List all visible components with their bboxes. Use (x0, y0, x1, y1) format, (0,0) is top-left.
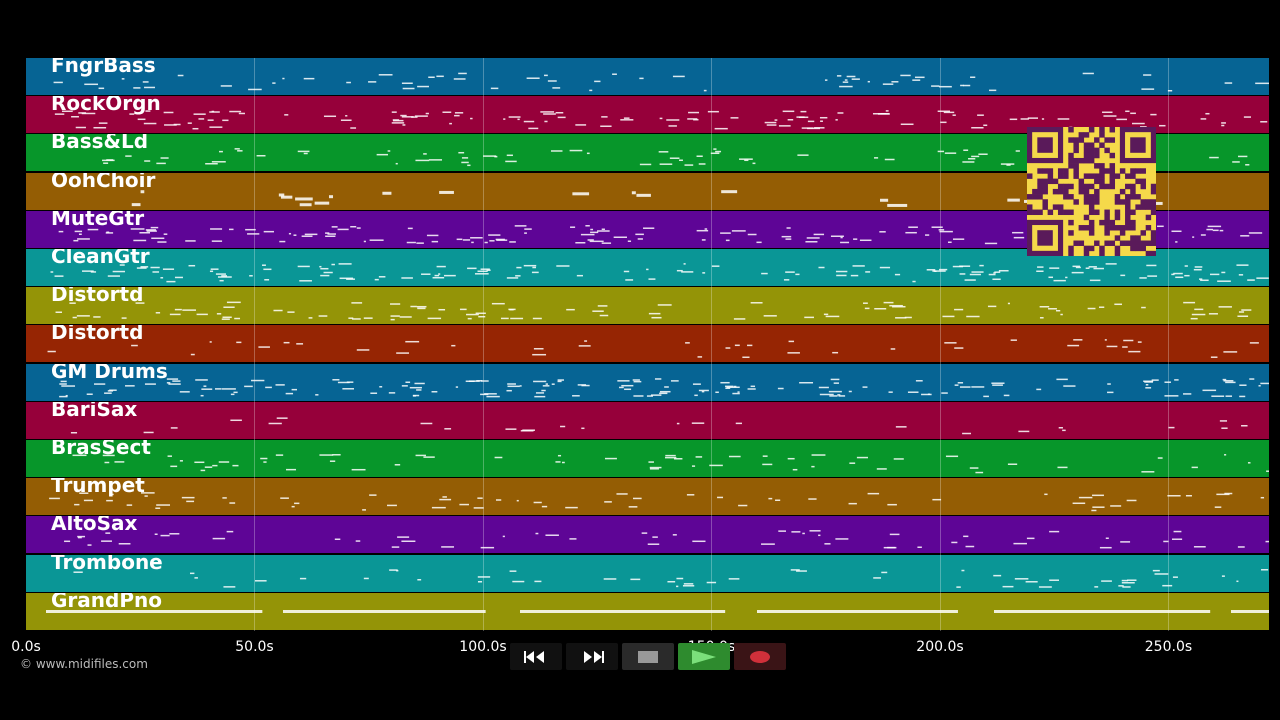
play-icon (692, 649, 716, 664)
track-notes (50, 263, 1269, 283)
time-grid-line (482, 58, 484, 631)
track-notes (55, 301, 1252, 321)
track-label: Distortd (51, 287, 144, 306)
track-label: GM Drums (51, 364, 168, 383)
track-label: Bass&Ld (51, 134, 149, 153)
track-notes (54, 110, 1268, 130)
track-notes (131, 190, 1163, 207)
time-grid-line (711, 58, 713, 631)
track-notes (46, 610, 1269, 613)
track-label: BariSax (51, 402, 138, 421)
time-tick-label: 100.0s (459, 639, 507, 655)
qr-code-icon (1026, 126, 1157, 257)
track-row: FngrBass (26, 58, 1269, 95)
time-tick-label: 50.0s (235, 639, 274, 655)
track-notes (73, 569, 1269, 588)
fast-forward-button[interactable] (566, 643, 618, 670)
record-icon (750, 650, 770, 663)
rewind-icon (524, 650, 544, 663)
track-notes (59, 378, 1269, 398)
time-tick-label: 0.0s (11, 639, 41, 655)
track-row: RockOrgn (26, 96, 1269, 133)
time-grid-line (254, 58, 256, 631)
track-row: GrandPno (26, 593, 1269, 630)
time-tick-label: 250.0s (1144, 639, 1193, 655)
record-button[interactable] (734, 643, 786, 670)
track-notes (72, 454, 1269, 474)
track-row: AltoSax (26, 516, 1269, 553)
track-row: BrasSect (26, 440, 1269, 477)
fast-forward-icon (584, 650, 604, 663)
track-row: Trumpet (26, 478, 1269, 515)
track-notes (49, 492, 1265, 512)
track-notes (47, 339, 1259, 359)
track-label: AltoSax (51, 516, 138, 535)
track-notes (102, 148, 1250, 167)
time-tick-label: 200.0s (916, 639, 964, 655)
time-grid-line (939, 58, 941, 631)
track-notes (64, 530, 1269, 549)
track-notes (70, 417, 1248, 435)
track-label: RockOrgn (51, 96, 161, 115)
track-row: Trombone (26, 555, 1269, 592)
track-label: Trombone (51, 555, 163, 574)
transport-controls (510, 643, 786, 670)
time-grid-line (1168, 58, 1170, 631)
track-label: Distortd (51, 325, 144, 344)
play-button[interactable] (678, 643, 730, 670)
piano-roll: FngrBass RockOrgn Bass&Ld OohChoir MuteGtr Cl… (26, 58, 1269, 631)
track-label: OohChoir (51, 173, 156, 192)
track-label: BrasSect (51, 440, 151, 459)
track-row: Distortd (26, 287, 1269, 324)
track-label: CleanGtr (51, 249, 150, 268)
copyright-text: © www.midifiles.com (20, 657, 148, 671)
track-label: MuteGtr (51, 211, 145, 230)
track-row: GM Drums (26, 364, 1269, 401)
track-row: BariSax (26, 402, 1269, 439)
rewind-button[interactable] (510, 643, 562, 670)
track-notes (53, 72, 1269, 92)
stop-button[interactable] (622, 643, 674, 670)
stop-icon (638, 650, 658, 663)
track-row: Distortd (26, 325, 1269, 362)
track-label: Trumpet (51, 478, 145, 497)
track-label: FngrBass (51, 58, 156, 77)
track-label: GrandPno (51, 593, 162, 612)
